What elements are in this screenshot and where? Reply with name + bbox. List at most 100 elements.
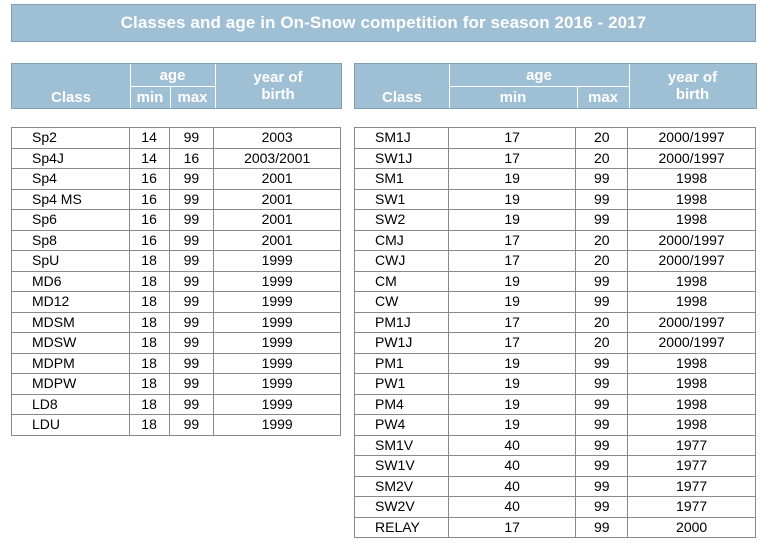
table-row: SM1V 40 99 1977 xyxy=(354,434,756,456)
class-cell: SW2V xyxy=(354,496,449,518)
max-age-cell: 99 xyxy=(168,188,215,210)
table-row: Sp4J 14 16 2003/2001 xyxy=(11,147,341,169)
max-age-cell: 99 xyxy=(575,373,629,395)
class-cell: RELAY xyxy=(354,516,449,538)
max-age-cell: 99 xyxy=(575,393,629,415)
year-of-birth-cell: 2000/1997 xyxy=(627,147,756,169)
max-age-cell: 99 xyxy=(575,455,629,477)
year-of-birth-cell: 1998 xyxy=(627,373,756,395)
year-of-birth-cell: 2001 xyxy=(213,188,341,210)
header-year-line2: birth xyxy=(675,86,710,103)
table-row: CWJ 17 20 2000/1997 xyxy=(354,250,756,272)
class-cell: MDPW xyxy=(11,373,130,395)
max-age-cell: 99 xyxy=(575,209,629,231)
max-age-cell: 20 xyxy=(575,311,629,333)
table-row: CMJ 17 20 2000/1997 xyxy=(354,229,756,251)
min-age-cell: 18 xyxy=(128,311,170,333)
table-row: Sp4 MS 16 99 2001 xyxy=(11,188,341,210)
min-age-cell: 16 xyxy=(128,209,170,231)
max-age-cell: 99 xyxy=(168,270,215,292)
class-cell: CW xyxy=(354,291,449,313)
year-of-birth-cell: 1999 xyxy=(213,332,341,354)
class-cell: SW2 xyxy=(354,209,449,231)
year-of-birth-cell: 1977 xyxy=(627,475,756,497)
max-age-cell: 99 xyxy=(575,414,629,436)
class-cell: CM xyxy=(354,270,449,292)
table-row: CM 19 99 1998 xyxy=(354,270,756,292)
class-cell: Sp4 xyxy=(11,168,130,190)
class-cell: MD12 xyxy=(11,291,130,313)
class-cell: SW1V xyxy=(354,455,449,477)
class-cell: SM2V xyxy=(354,475,449,497)
max-age-cell: 99 xyxy=(575,475,629,497)
min-age-cell: 19 xyxy=(447,393,577,415)
table-row: PM1 19 99 1998 xyxy=(354,352,756,374)
min-age-cell: 16 xyxy=(128,168,170,190)
class-cell: MDPM xyxy=(11,352,130,374)
year-of-birth-cell: 1998 xyxy=(627,209,756,231)
table-row: SM1 19 99 1998 xyxy=(354,168,756,190)
header-year-line1: year of xyxy=(253,69,303,86)
table-row: Sp4 16 99 2001 xyxy=(11,168,341,190)
max-age-cell: 99 xyxy=(168,229,215,251)
max-age-cell: 99 xyxy=(575,270,629,292)
header-year-line1: year of xyxy=(667,69,718,86)
min-age-cell: 19 xyxy=(447,291,577,313)
right-class-table: SM1J 17 20 2000/1997 SW1J 17 20 2000/1997 SM1 19 9… xyxy=(354,127,756,538)
class-cell: SW1J xyxy=(354,147,449,169)
year-of-birth-cell: 2001 xyxy=(213,209,341,231)
min-age-cell: 19 xyxy=(447,373,577,395)
max-age-cell: 20 xyxy=(575,332,629,354)
header-age: age xyxy=(526,66,552,84)
header-min: min xyxy=(499,88,527,106)
year-of-birth-cell: 2003 xyxy=(213,127,341,149)
min-age-cell: 17 xyxy=(447,229,577,251)
table-row: SW2V 40 99 1977 xyxy=(354,496,756,518)
max-age-cell: 99 xyxy=(575,291,629,313)
class-cell: PM1J xyxy=(354,311,449,333)
year-of-birth-cell: 1998 xyxy=(627,168,756,190)
max-age-cell: 99 xyxy=(168,311,215,333)
table-row: SW1 19 99 1998 xyxy=(354,188,756,210)
min-age-cell: 19 xyxy=(447,414,577,436)
class-cell: CWJ xyxy=(354,250,449,272)
min-age-cell: 18 xyxy=(128,332,170,354)
year-of-birth-cell: 2003/2001 xyxy=(213,147,341,169)
max-age-cell: 99 xyxy=(575,168,629,190)
min-age-cell: 19 xyxy=(447,188,577,210)
year-of-birth-cell: 2000/1997 xyxy=(627,250,756,272)
left-table-header: Class age min max year of birth xyxy=(11,63,342,109)
year-of-birth-cell: 1999 xyxy=(213,250,341,272)
header-max: max xyxy=(177,88,208,106)
class-cell: PM1 xyxy=(354,352,449,374)
table-row: SW1J 17 20 2000/1997 xyxy=(354,147,756,169)
year-of-birth-cell: 2001 xyxy=(213,229,341,251)
class-cell: SpU xyxy=(11,250,130,272)
min-age-cell: 18 xyxy=(128,373,170,395)
year-of-birth-cell: 1999 xyxy=(213,270,341,292)
header-class: Class xyxy=(381,88,423,106)
header-age: age xyxy=(159,66,186,84)
year-of-birth-cell: 1977 xyxy=(627,496,756,518)
year-of-birth-cell: 1977 xyxy=(627,434,756,456)
header-year-of-birth: year of birth xyxy=(629,66,756,106)
class-cell: Sp8 xyxy=(11,229,130,251)
min-age-cell: 18 xyxy=(128,393,170,415)
table-row: MD12 18 99 1999 xyxy=(11,291,341,313)
year-of-birth-cell: 2000/1997 xyxy=(627,127,756,149)
year-of-birth-cell: 2000 xyxy=(627,516,756,538)
table-row: SW2 19 99 1998 xyxy=(354,209,756,231)
min-age-cell: 40 xyxy=(447,475,577,497)
min-age-cell: 40 xyxy=(447,434,577,456)
header-max: max xyxy=(587,88,619,106)
table-row: PW1 19 99 1998 xyxy=(354,373,756,395)
table-row: SpU 18 99 1999 xyxy=(11,250,341,272)
table-row: MDSW 18 99 1999 xyxy=(11,332,341,354)
table-row: LDU 18 99 1999 xyxy=(11,414,341,436)
max-age-cell: 20 xyxy=(575,127,629,149)
header-year-of-birth: year of birth xyxy=(215,66,341,106)
table-row: SM2V 40 99 1977 xyxy=(354,475,756,497)
table-row: PM4 19 99 1998 xyxy=(354,393,756,415)
min-age-cell: 19 xyxy=(447,270,577,292)
max-age-cell: 16 xyxy=(168,147,215,169)
